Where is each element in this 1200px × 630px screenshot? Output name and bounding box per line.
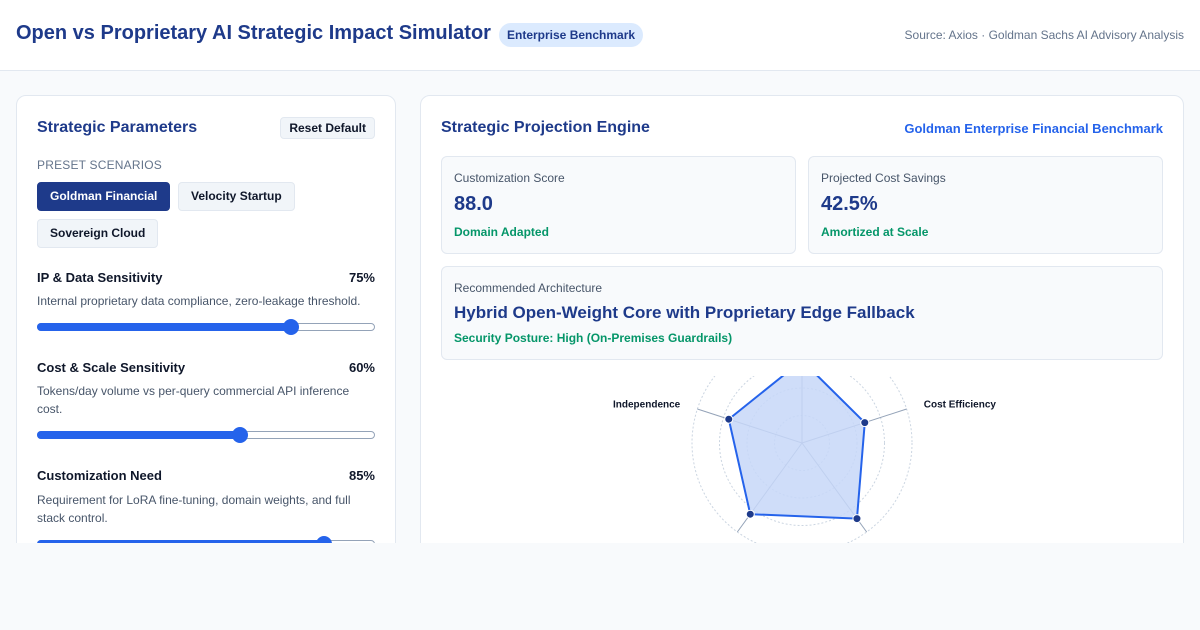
ip-sensitivity-description: Internal proprietary data compliance, ze… <box>37 294 361 308</box>
preset-sovereign-cloud-button[interactable]: Sovereign Cloud <box>37 219 159 248</box>
customization-need-slider[interactable] <box>37 536 375 543</box>
metric-status: Amortized at Scale <box>821 225 929 239</box>
app-title: Open vs Proprietary AI Strategic Impact … <box>16 22 491 44</box>
radar-point <box>860 418 870 428</box>
radar-shape <box>727 376 866 520</box>
cost-sensitivity-slider[interactable] <box>37 427 375 443</box>
radar-labels: IP SecurityCost EfficiencyCustomizationC… <box>613 399 997 543</box>
architecture-label: Recommended Architecture <box>454 281 603 295</box>
preset-scenarios-label: PRESET SCENARIOS <box>37 158 163 172</box>
main-content: Strategic Parameters Reset Default PRESE… <box>0 71 1200 543</box>
security-posture: Security Posture: High (On-Premises Guar… <box>454 331 733 345</box>
metric-label: Projected Cost Savings <box>821 171 946 185</box>
customization-need-value: 85% <box>348 468 375 483</box>
customization-score-card: Customization Score 88.0 Domain Adapted <box>441 156 796 254</box>
recommended-architecture-card: Recommended Architecture Hybrid Open-Wei… <box>441 266 1163 360</box>
radar-grid-ring <box>691 376 913 543</box>
cost-sensitivity-value: 60% <box>348 360 375 375</box>
radar-chart: IP SecurityCost EfficiencyCustomizationC… <box>613 376 997 543</box>
radar-point <box>724 414 734 424</box>
slider-thumb[interactable] <box>316 536 333 543</box>
projection-engine-panel: Strategic Projection Engine Goldman Ente… <box>420 95 1184 543</box>
radar-axis-label: Independence <box>613 399 681 410</box>
ip-sensitivity-slider[interactable] <box>37 319 375 335</box>
preset-velocity-startup-button[interactable]: Velocity Startup <box>178 182 295 211</box>
metric-value: 42.5% <box>821 193 878 215</box>
metric-label: Customization Score <box>454 171 565 185</box>
customization-need-label: Customization Need <box>37 468 162 483</box>
projection-title: Strategic Projection Engine <box>441 119 650 136</box>
cost-savings-card: Projected Cost Savings 42.5% Amortized a… <box>808 156 1163 254</box>
customization-need-description: Requirement for LoRA fine-tuning, domain… <box>37 493 351 525</box>
benchmark-badge: Enterprise Benchmark <box>499 23 644 47</box>
radar-axis-label: Cost Efficiency <box>924 399 997 410</box>
metric-value: 88.0 <box>454 193 493 215</box>
strategic-parameters-panel: Strategic Parameters Reset Default PRESE… <box>16 95 396 543</box>
architecture-title: Hybrid Open-Weight Core with Proprietary… <box>454 303 915 322</box>
reset-default-button[interactable]: Reset Default <box>280 117 375 139</box>
benchmark-link[interactable]: Goldman Enterprise Financial Benchmark <box>904 121 1163 136</box>
slider-fill <box>37 540 325 543</box>
slider-thumb[interactable] <box>231 427 248 443</box>
preset-goldman-financial-button[interactable]: Goldman Financial <box>37 182 171 211</box>
slider-fill <box>37 431 240 439</box>
ip-sensitivity-label: IP & Data Sensitivity <box>37 270 163 285</box>
metric-status: Domain Adapted <box>454 225 549 239</box>
slider-fill <box>37 323 291 331</box>
slider-thumb[interactable] <box>282 319 299 335</box>
parameters-title: Strategic Parameters <box>37 119 198 136</box>
ip-sensitivity-value: 75% <box>348 270 375 285</box>
radar-point <box>745 509 755 519</box>
cost-sensitivity-description: Tokens/day volume vs per-query commercia… <box>37 384 350 416</box>
radar-grid-ring <box>719 376 885 526</box>
cost-sensitivity-label: Cost & Scale Sensitivity <box>37 360 186 375</box>
radar-point <box>852 514 862 524</box>
source-note: Source: Axios · Goldman Sachs AI Advisor… <box>904 28 1184 42</box>
radar-points <box>724 414 870 524</box>
top-bar: Open vs Proprietary AI Strategic Impact … <box>0 0 1200 71</box>
